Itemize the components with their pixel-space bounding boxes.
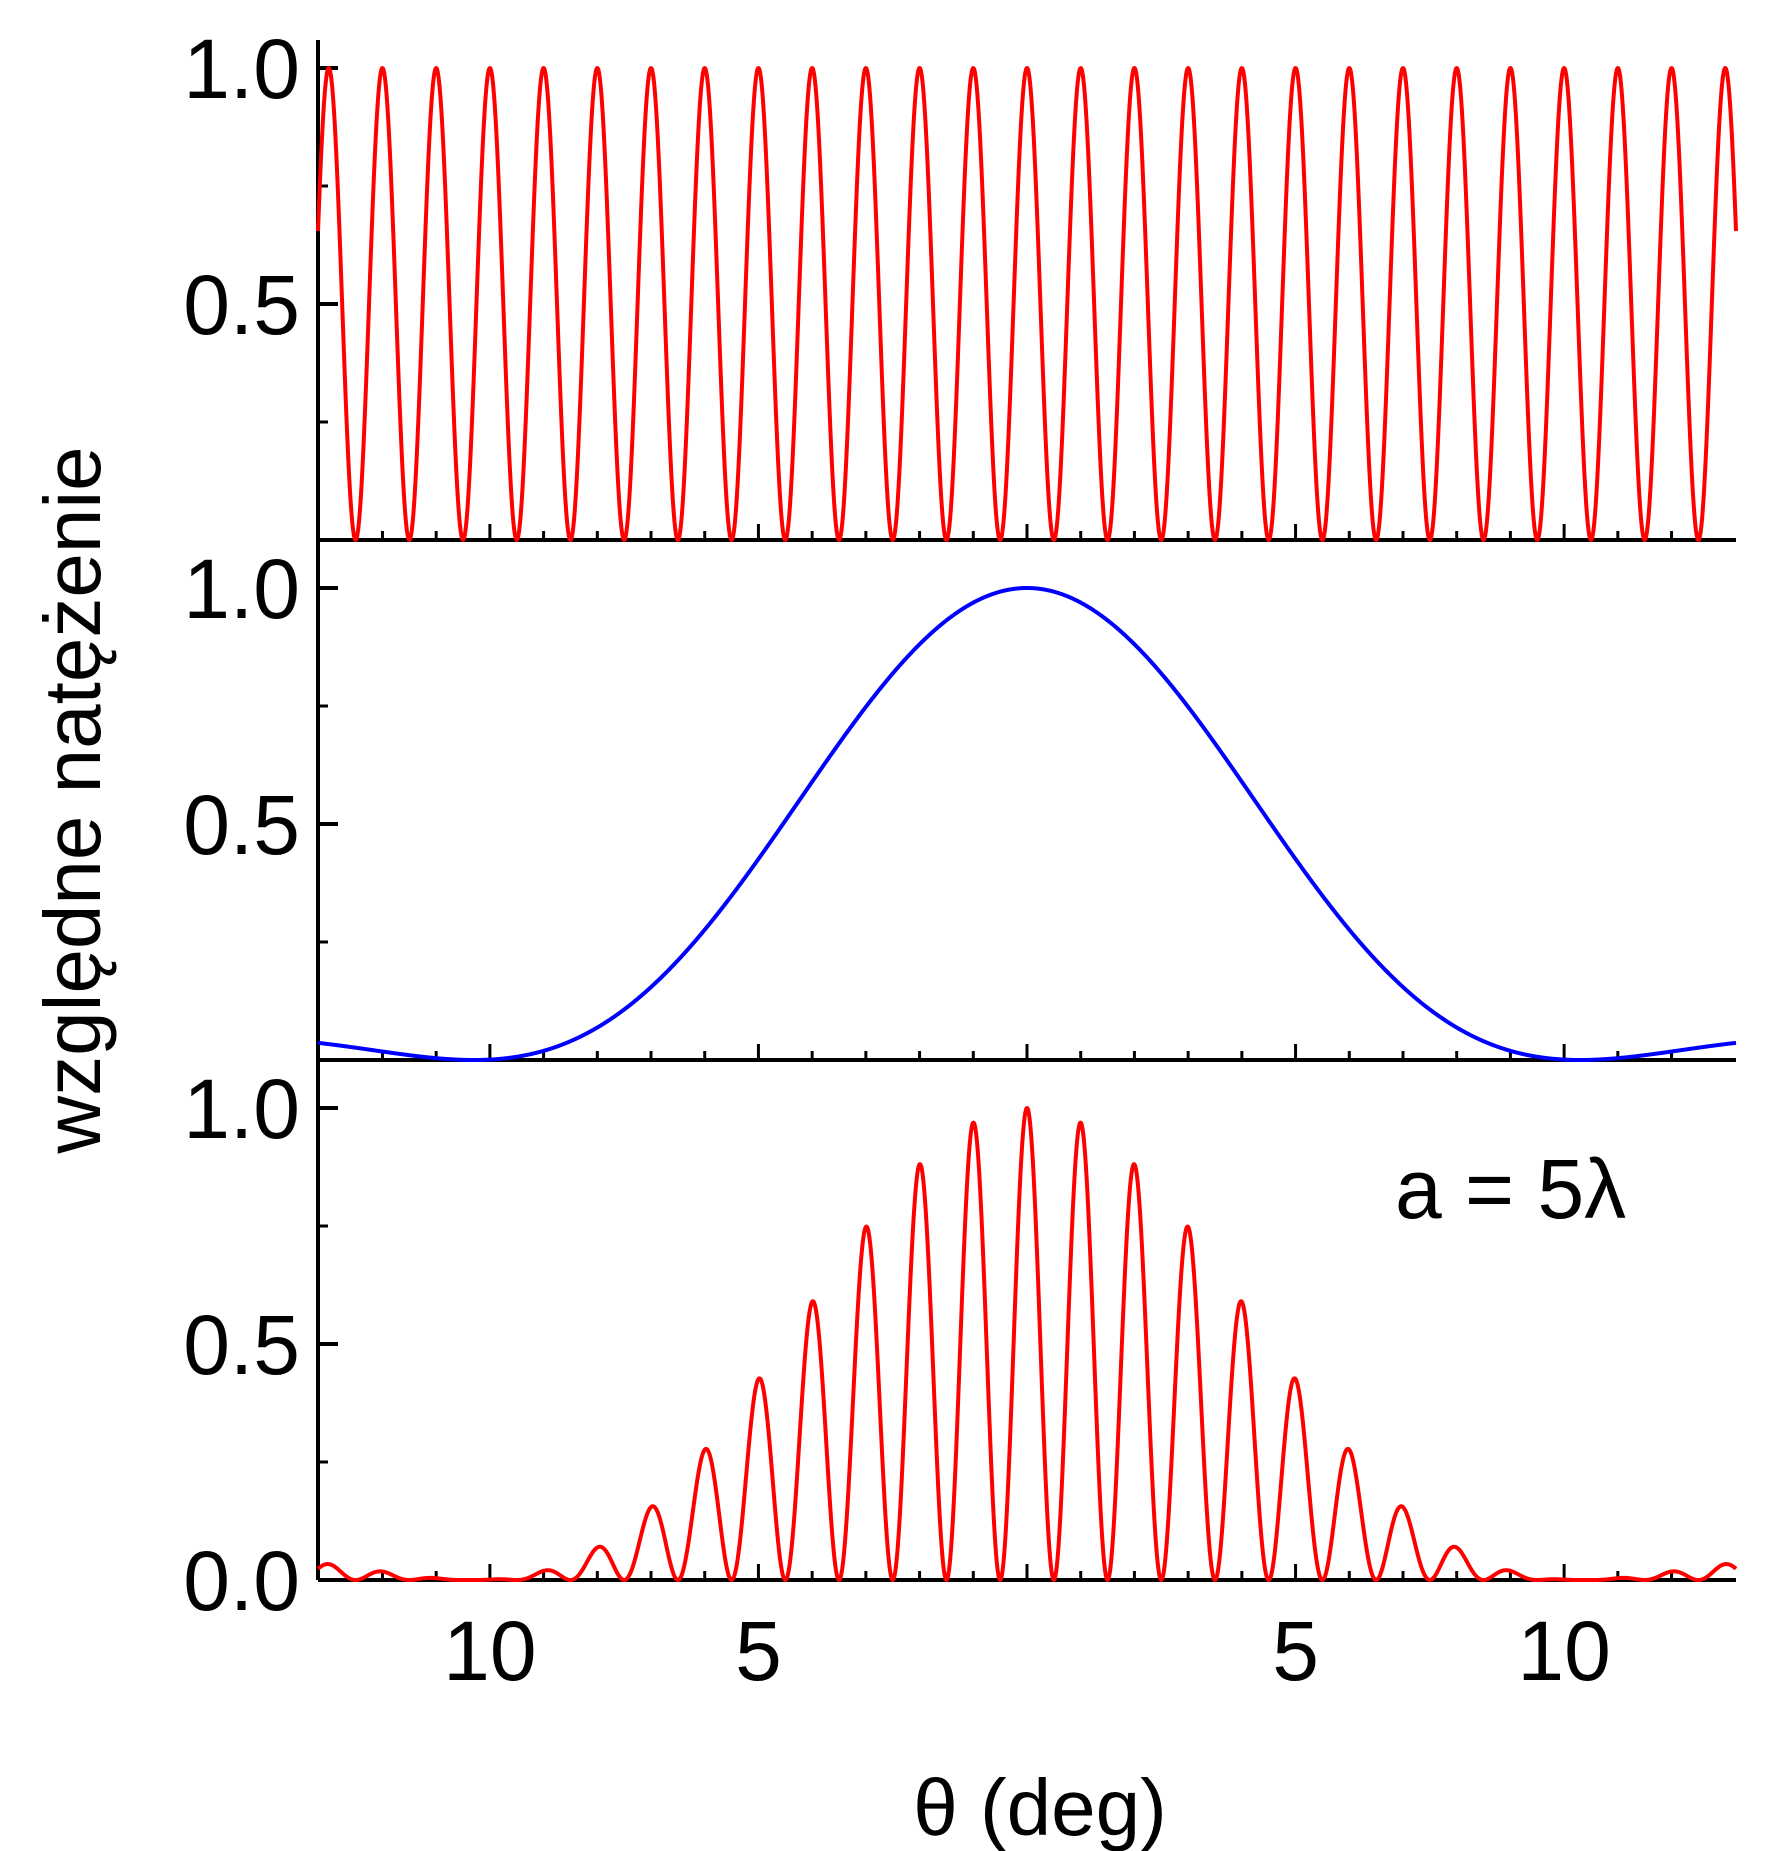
x-tick-label: 5 xyxy=(1272,1604,1319,1698)
intensity-curve xyxy=(316,1106,1738,1582)
y-tick-label: 1.0 xyxy=(183,542,300,636)
x-axis: 10 5 5 10 xyxy=(443,1604,1611,1698)
panel-3: 0.0 0.5 1.0 xyxy=(183,1060,1738,1628)
x-axis-title: θ (deg) xyxy=(913,1763,1166,1851)
panel-1: 0.5 1.0 xyxy=(183,22,1738,542)
x-tick-label: 10 xyxy=(1517,1604,1610,1698)
panel-2: 0.5 1.0 xyxy=(183,540,1738,1062)
intensity-curve xyxy=(316,66,1738,542)
y-tick-label: 0.0 xyxy=(183,1534,300,1628)
y-tick-label: 0.5 xyxy=(183,778,300,872)
x-tick-label: 5 xyxy=(735,1604,782,1698)
y-axis-title: względne natężenie xyxy=(28,446,117,1154)
panels: 0.5 1.0 0.5 1.0 0.0 0.5 1.0 xyxy=(183,22,1738,1628)
y-tick-label: 0.5 xyxy=(183,1298,300,1392)
y-tick-label: 1.0 xyxy=(183,1062,300,1156)
annotation-aperture: a = 5λ xyxy=(1395,1142,1626,1236)
intensity-curve xyxy=(316,586,1738,1062)
x-tick-label: 10 xyxy=(443,1604,536,1698)
y-tick-label: 0.5 xyxy=(183,258,300,352)
y-tick-label: 1.0 xyxy=(183,22,300,116)
